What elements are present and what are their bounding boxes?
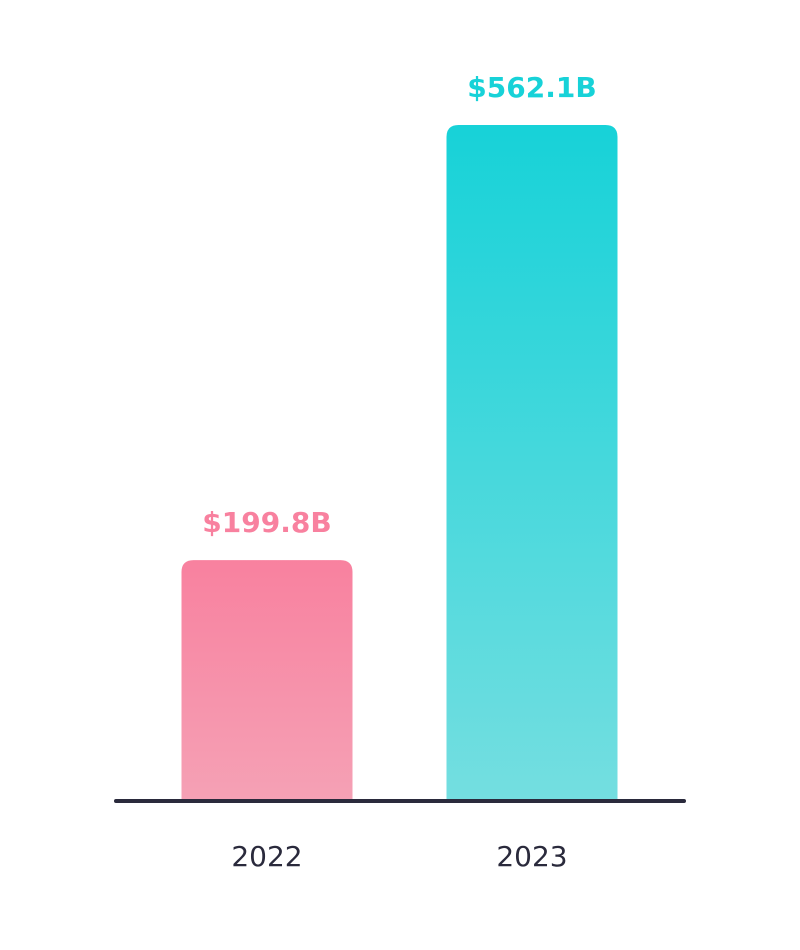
data-label-2022: $199.8B	[202, 506, 331, 539]
bar-2022	[181, 560, 353, 800]
bar-2023	[446, 125, 618, 800]
bars-layer	[181, 125, 618, 800]
x-tick-label-2022: 2022	[231, 840, 302, 873]
x-tick-label-2023: 2023	[496, 840, 567, 873]
data-label-2023: $562.1B	[467, 71, 596, 104]
labels-layer: $199.8B 2022 $562.1B 2023	[202, 71, 596, 873]
